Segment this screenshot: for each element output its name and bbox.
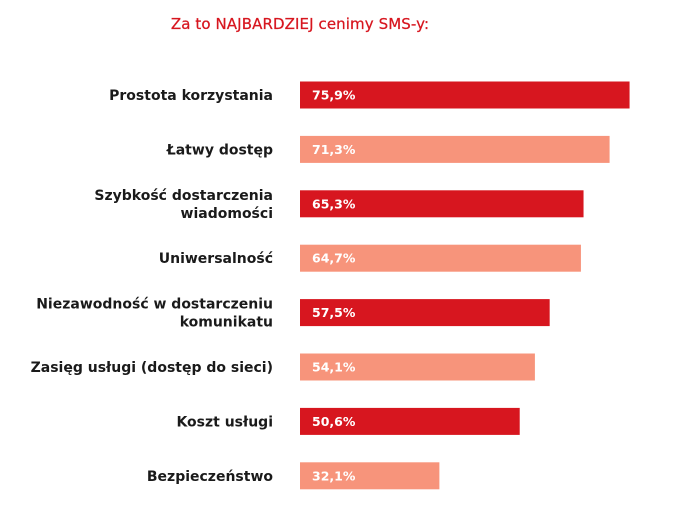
bar-5 <box>300 299 550 327</box>
category-label: Koszt usługi <box>176 414 273 430</box>
bar-value-label: 32,1% <box>312 468 356 483</box>
bar-value-label: 57,5% <box>312 305 356 320</box>
bar-4 <box>300 244 581 272</box>
bar-value-label: 50,6% <box>312 414 356 429</box>
chart-title: Za to NAJBARDZIEJ cenimy SMS-y: <box>170 15 430 33</box>
category-label: wiadomości <box>181 206 273 222</box>
category-label: komunikatu <box>180 315 273 331</box>
bar-6 <box>300 353 535 381</box>
category-label: Łatwy dostęp <box>166 142 273 158</box>
category-label: Uniwersalność <box>159 251 273 267</box>
category-label: Niezawodność w dostarczeniu <box>36 297 273 313</box>
category-label: Zasięg usługi (dostęp do sieci) <box>31 360 273 376</box>
bar-value-label: 64,7% <box>312 251 356 266</box>
bar-value-label: 71,3% <box>312 142 356 157</box>
category-label: Bezpieczeństwo <box>147 469 273 485</box>
category-label: Prostota korzystania <box>109 88 273 104</box>
bar-2 <box>300 135 610 163</box>
bar-value-label: 54,1% <box>312 360 356 375</box>
bar-3 <box>300 190 584 218</box>
bar-8 <box>300 462 440 490</box>
bar-value-label: 65,3% <box>312 196 356 211</box>
category-label: Szybkość dostarczenia <box>94 188 273 204</box>
bar-7 <box>300 407 520 435</box>
bar-1 <box>300 81 630 109</box>
bar-value-label: 75,9% <box>312 88 356 103</box>
